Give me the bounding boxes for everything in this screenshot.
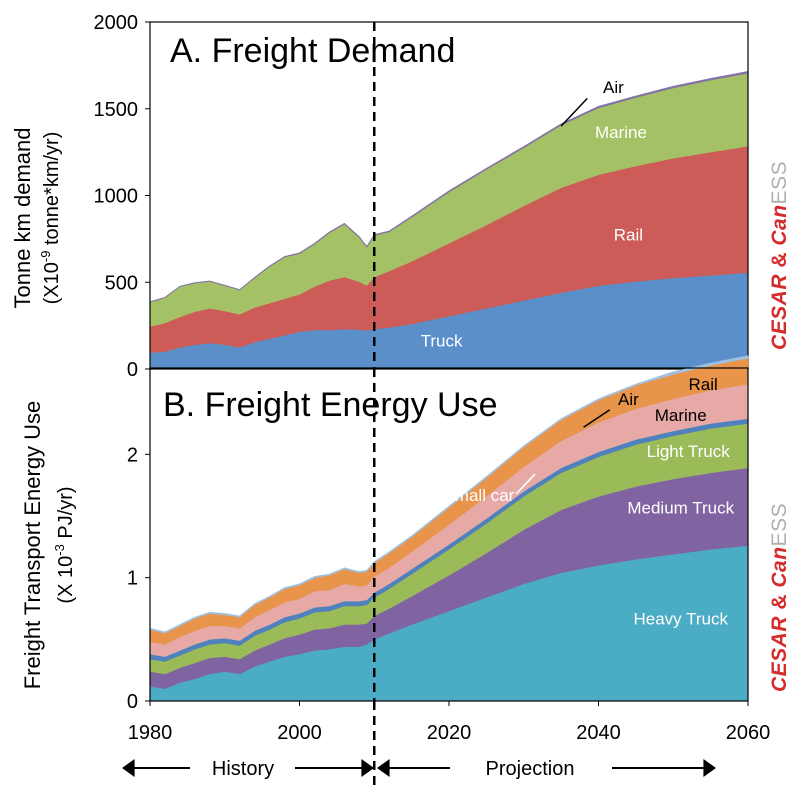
history-arrow-head — [361, 759, 374, 777]
air-leader-line — [560, 97, 588, 127]
y-axis-label: Freight Transport Energy Use — [20, 401, 45, 690]
projection-label: Projection — [486, 758, 575, 780]
series-label: Light Truck — [647, 442, 731, 461]
y-tick-label: 1000 — [94, 186, 139, 208]
panel-title: A. Freight Demand — [170, 32, 455, 70]
series-label: Rail — [689, 375, 718, 394]
x-tick-label: 1980 — [128, 722, 173, 744]
series-label: Small car — [443, 486, 514, 505]
y-tick-label: 1500 — [94, 99, 139, 121]
series-label: Heavy Truck — [633, 610, 728, 629]
projection-arrow-head — [377, 759, 390, 777]
y-tick-label: 500 — [105, 272, 138, 294]
x-tick-label: 2000 — [277, 722, 322, 744]
y-tick-label: 2 — [127, 444, 138, 466]
small-car-leader-line — [515, 473, 536, 495]
panel-freight-energy-use: 0 1 2 1980 2000 2020 2040 2060 B. Freight Energy… — [20, 355, 771, 744]
x-tick-label: 2060 — [726, 722, 771, 744]
y-tick-label: 0 — [127, 691, 138, 713]
y-axis-unit-label: (X 10-3 PJ/yr) — [52, 486, 77, 603]
y-tick-label: 2000 — [94, 12, 139, 34]
series-label: Marine — [655, 406, 707, 425]
y-axis-label: Tonne km demand — [10, 128, 35, 309]
series-label: Air — [618, 390, 639, 409]
series-label: Air — [603, 78, 624, 97]
period-arrows: History Projection — [122, 701, 716, 790]
air-leader-line — [583, 409, 611, 428]
watermark-logo: CESAR & CanESS — [768, 160, 791, 350]
x-tick-label: 2020 — [427, 722, 472, 744]
x-tick-label: 2040 — [576, 722, 621, 744]
series-label: Medium Truck — [627, 499, 734, 518]
y-axis-unit-label: (X10-9 tonne*km/yr) — [38, 132, 63, 305]
area-air — [149, 355, 749, 634]
series-label: Marine — [595, 123, 647, 142]
history-label: History — [212, 758, 274, 780]
panel-title: B. Freight Energy Use — [163, 386, 497, 424]
history-arrow-head — [122, 759, 135, 777]
panel-freight-demand: 0 500 1000 1500 2000 A. Freight Demand Tonne k… — [10, 12, 749, 381]
projection-arrow-head — [703, 759, 716, 777]
series-label: Rail — [614, 226, 643, 245]
watermark-logo: CESAR & CanESS — [768, 502, 791, 692]
series-label: Truck — [421, 331, 463, 350]
y-tick-label: 0 — [127, 359, 138, 381]
y-tick-label: 1 — [127, 568, 138, 590]
